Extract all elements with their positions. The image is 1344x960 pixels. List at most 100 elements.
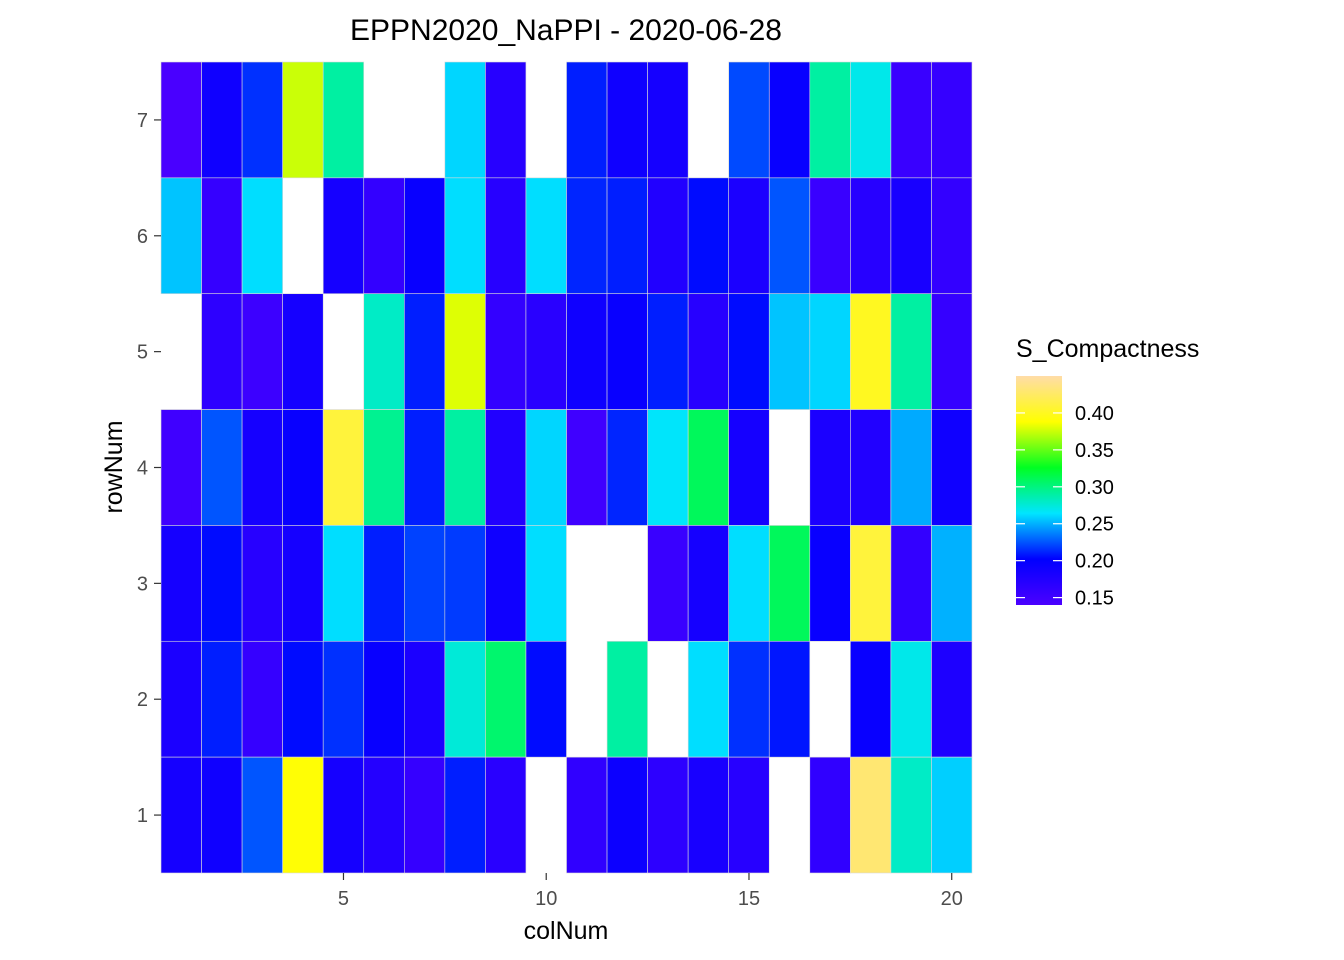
heatmap-cell-r7-c13 [647,61,689,179]
heatmap-cell-r7-c3 [241,61,283,179]
heatmap-cell-r6-c9 [485,177,527,295]
heatmap-cell-r6-c8 [444,177,486,295]
heatmap-cell-r2-c2 [201,640,243,758]
heatmap-cell-r7-c5 [322,61,365,179]
heatmap-cell-r1-c8 [444,756,486,874]
heatmap-cell-r4-c17 [809,409,851,526]
heatmap-cell-r3-c17 [809,525,851,642]
heatmap-cell-r5-c18 [850,293,892,410]
heatmap-cell-r3-c10 [525,525,567,642]
heatmap-cell-r5-c17 [809,293,851,410]
y-tick-label: 1 [137,805,148,827]
heatmap-cell-r2-c12 [606,640,648,758]
heatmap-cell-r3-c9 [485,525,527,642]
heatmap-cell-r7-c16 [768,61,811,179]
heatmap-cell-r7-c17 [809,61,851,179]
heatmap-cell-r5-c9 [485,293,527,410]
y-tick-label: 7 [137,110,148,132]
heatmap-cell-r7-c4 [282,61,324,179]
heatmap-cell-r3-c2 [201,525,243,642]
heatmap-cell-r5-c4 [282,293,324,410]
heatmap-cell-r4-c10 [525,409,567,526]
heatmap-cell-r6-c17 [809,177,851,295]
heatmap-cell-r1-c19 [890,756,932,874]
y-tick-label: 5 [137,342,148,364]
legend-label: 0.15 [1075,588,1114,610]
heatmap-cell-r6-c18 [850,177,892,295]
heatmap-cell-r3-c7 [403,525,446,642]
heatmap-cell-r6-c3 [241,177,283,295]
heatmap-cell-r4-c1 [160,409,202,526]
legend-title: S_Compactness [1016,335,1199,363]
x-tick-label: 15 [738,888,760,910]
heatmap-cell-r1-c20 [931,756,973,874]
heatmap-cell-r2-c18 [850,640,892,758]
heatmap-cell-r3-c3 [241,525,283,642]
heatmap-cell-r4-c15 [728,409,770,526]
heatmap-cell-r1-c1 [160,756,202,874]
heatmap-cell-r3-c1 [160,525,202,642]
legend-label: 0.35 [1075,440,1114,462]
x-tick-label: 10 [535,888,557,910]
heatmap-cell-r3-c5 [322,525,365,642]
heatmap-cell-r5-c19 [890,293,932,410]
heatmap-cell-r5-c14 [687,293,730,410]
x-tick-label: 5 [338,888,349,910]
heatmap-cell-r4-c11 [566,409,608,526]
heatmap-cell-r6-c6 [363,177,405,295]
chart-title: EPPN2020_NaPPI - 2020-06-28 [350,14,782,47]
y-tick-label: 3 [137,573,148,595]
heatmap-cell-r6-c7 [403,177,446,295]
heatmap-cell-r2-c15 [728,640,770,758]
plot-panel [160,61,973,874]
heatmap-cell-r3-c14 [687,525,730,642]
heatmap-cell-r7-c11 [566,61,608,179]
heatmap-cell-r4-c19 [890,409,932,526]
heatmap-cell-r6-c5 [322,177,365,295]
x-axis: 5 10 15 20 [338,873,963,910]
y-tick-label: 6 [137,226,148,248]
heatmap-cell-r1-c5 [322,756,365,874]
heatmap-cell-r2-c6 [363,640,405,758]
heatmap-cell-r6-c16 [768,177,811,295]
heatmap-cell-r7-c12 [606,61,648,179]
y-tick-label: 4 [137,458,148,480]
heatmap-cell-r1-c12 [606,756,648,874]
heatmap-cell-r4-c8 [444,409,486,526]
heatmap-cell-r7-c8 [444,61,486,179]
heatmap-cell-r6-c10 [525,177,567,295]
heatmap-cell-r3-c20 [931,525,973,642]
heatmap-cell-r1-c15 [728,756,770,874]
heatmap-cell-r2-c14 [687,640,730,758]
heatmap-cell-r4-c6 [363,409,405,526]
heatmap-cell-r7-c20 [931,61,973,179]
y-axis: 1 2 3 4 5 6 7 [137,110,161,827]
legend-colorbar [1016,376,1062,605]
legend-label: 0.30 [1075,477,1114,499]
heatmap-cell-r7-c15 [728,61,770,179]
heatmap-cell-r1-c2 [201,756,243,874]
heatmap-cell-r3-c16 [768,525,811,642]
heatmap-cell-r1-c9 [485,756,527,874]
heatmap-cell-r7-c1 [160,61,202,179]
heatmap-cell-r4-c3 [241,409,283,526]
heatmap-cell-r6-c20 [931,177,973,295]
heatmap-cell-r4-c4 [282,409,324,526]
y-tick-label: 2 [137,689,148,711]
heatmap-cell-r5-c7 [403,293,446,410]
heatmap-cell-r1-c14 [687,756,730,874]
heatmap-cell-r1-c6 [363,756,405,874]
heatmap-cell-r2-c5 [322,640,365,758]
heatmap-cell-r5-c16 [768,293,811,410]
heatmap-cell-r3-c18 [850,525,892,642]
heatmap-cell-r7-c2 [201,61,243,179]
heatmap-cell-r4-c13 [647,409,689,526]
heatmap-cell-r1-c11 [566,756,608,874]
heatmap-cell-r2-c3 [241,640,283,758]
heatmap-cell-r3-c8 [444,525,486,642]
heatmap-cell-r5-c10 [525,293,567,410]
heatmap-cell-r5-c13 [647,293,689,410]
heatmap-cell-r5-c11 [566,293,608,410]
x-axis-title: colNum [524,917,609,945]
